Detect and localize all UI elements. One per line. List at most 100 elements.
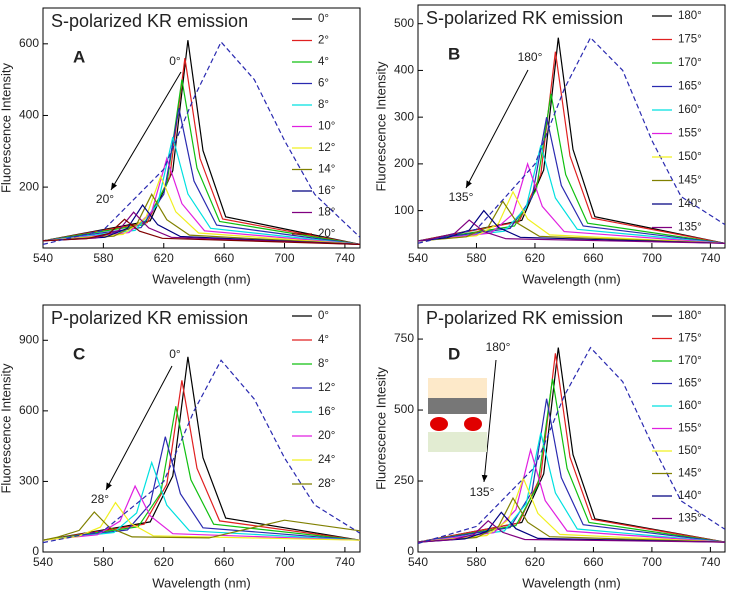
- panel: 540 580 620 660 700 740 0 300 600 900 Wavelength (…: [0, 304, 361, 590]
- legend-label: 145°: [678, 468, 702, 480]
- annotation-arrow: [105, 365, 173, 491]
- x-tick-label: 620: [525, 555, 545, 569]
- legend-label: 170°: [678, 57, 702, 69]
- y-axis-label: Fluorescence Intensity: [373, 61, 388, 192]
- x-tick-label: 580: [466, 251, 486, 265]
- x-tick-label: 660: [214, 555, 234, 569]
- y-tick-label: 200: [19, 179, 39, 193]
- legend-label: 24°: [318, 454, 335, 466]
- legend-label: 135°: [678, 222, 702, 234]
- x-tick-label: 540: [408, 555, 428, 569]
- series-line: [418, 496, 725, 543]
- y-tick-label: 300: [394, 109, 414, 123]
- x-tick-label: 700: [275, 251, 295, 265]
- y-axis-label: Fluorescence Intensity: [0, 62, 13, 193]
- x-tick-label: 660: [214, 251, 234, 265]
- series-group: [418, 36, 725, 244]
- reference-line: [418, 346, 725, 545]
- series-line: [43, 406, 360, 541]
- annotation-arrow: [465, 69, 529, 189]
- y-tick-label: 750: [394, 331, 414, 345]
- y-tick-label: 400: [394, 63, 414, 77]
- y-tick-label: 600: [19, 36, 39, 50]
- inset-layer: [428, 398, 487, 414]
- y-axis-label: Fluorescence Intesity: [373, 367, 388, 490]
- legend-label: 160°: [678, 400, 702, 412]
- annotation: 135°: [470, 485, 495, 499]
- series-group: [43, 356, 360, 544]
- series-line: [418, 145, 725, 244]
- y-tick-label: 900: [19, 332, 39, 346]
- series-line: [418, 190, 725, 244]
- series-line: [43, 356, 360, 541]
- reference-line: [43, 40, 360, 245]
- legend-label: 175°: [678, 34, 702, 46]
- panel: 540 580 620 660 700 740 200 400 600 Wavelength (n…: [0, 7, 361, 286]
- legend-label: 14°: [318, 164, 335, 176]
- series-line: [43, 501, 360, 541]
- series-line: [418, 520, 725, 543]
- legend-label: 160°: [678, 104, 702, 116]
- panel-title: S-polarized RK emission: [426, 8, 623, 28]
- series-line: [43, 174, 360, 245]
- series-line: [43, 460, 360, 541]
- series-line: [418, 378, 725, 543]
- panel: 540 580 620 660 700 740 100 200 300 400 500 Wavelen…: [373, 4, 726, 286]
- panel-letter: D: [448, 344, 460, 363]
- series-line: [418, 93, 725, 244]
- legend-label: 16°: [318, 185, 335, 197]
- legend-label: 170°: [678, 355, 702, 367]
- inset-particle: [430, 417, 448, 431]
- inset-diagram: [428, 378, 487, 452]
- legend-label: 180°: [678, 10, 702, 22]
- x-tick-label: 740: [335, 555, 355, 569]
- inset-layer: [428, 378, 487, 398]
- plot-frame: [42, 7, 361, 249]
- x-tick-label: 540: [33, 251, 53, 265]
- y-tick-label: 500: [394, 16, 414, 30]
- legend-label: 155°: [678, 423, 702, 435]
- x-tick-label: 620: [525, 251, 545, 265]
- legend-label: 140°: [678, 490, 702, 502]
- y-tick-label: 400: [19, 108, 39, 122]
- y-tick-label: 0: [407, 544, 414, 558]
- legend-label: 165°: [678, 81, 702, 93]
- annotation: 0°: [169, 54, 181, 68]
- x-axis-label: Wavelength (nm): [522, 575, 621, 590]
- annotation: 20°: [96, 192, 114, 206]
- legend-label: 20°: [318, 430, 335, 442]
- x-tick-label: 740: [700, 555, 720, 569]
- series-line: [418, 447, 725, 543]
- panel: 540 580 620 660 700 740 0 250 500 750 Wavelength (…: [373, 304, 726, 590]
- series-line: [43, 136, 360, 245]
- y-tick-label: 0: [32, 544, 39, 558]
- series-line: [418, 209, 725, 244]
- x-axis-label: Wavelength (nm): [152, 271, 251, 286]
- legend-label: 20°: [318, 228, 335, 240]
- series-line: [418, 37, 725, 244]
- legend-label: 4°: [318, 334, 329, 346]
- legend-label: 12°: [318, 142, 335, 154]
- y-axis-label: Fluorescence Intensity: [0, 363, 13, 494]
- series-line: [43, 218, 360, 245]
- legend-label: 180°: [678, 310, 702, 322]
- panel-letter: B: [448, 44, 460, 63]
- x-tick-label: 580: [93, 251, 113, 265]
- legend-label: 140°: [678, 198, 702, 210]
- legend-label: 0°: [318, 13, 329, 25]
- y-tick-label: 250: [394, 473, 414, 487]
- plot-frame: [42, 304, 361, 553]
- annotation: 28°: [91, 492, 109, 506]
- series-group: [43, 40, 360, 245]
- x-tick-label: 660: [583, 555, 603, 569]
- annotation: 135°: [449, 190, 474, 204]
- legend-label: 28°: [318, 478, 335, 490]
- x-axis-label: Wavelength (nm): [152, 575, 251, 590]
- series-line: [418, 476, 725, 543]
- x-tick-label: 540: [408, 251, 428, 265]
- legend-label: 175°: [678, 333, 702, 345]
- x-tick-label: 700: [642, 251, 662, 265]
- y-tick-label: 500: [394, 402, 414, 416]
- series-line: [418, 511, 725, 543]
